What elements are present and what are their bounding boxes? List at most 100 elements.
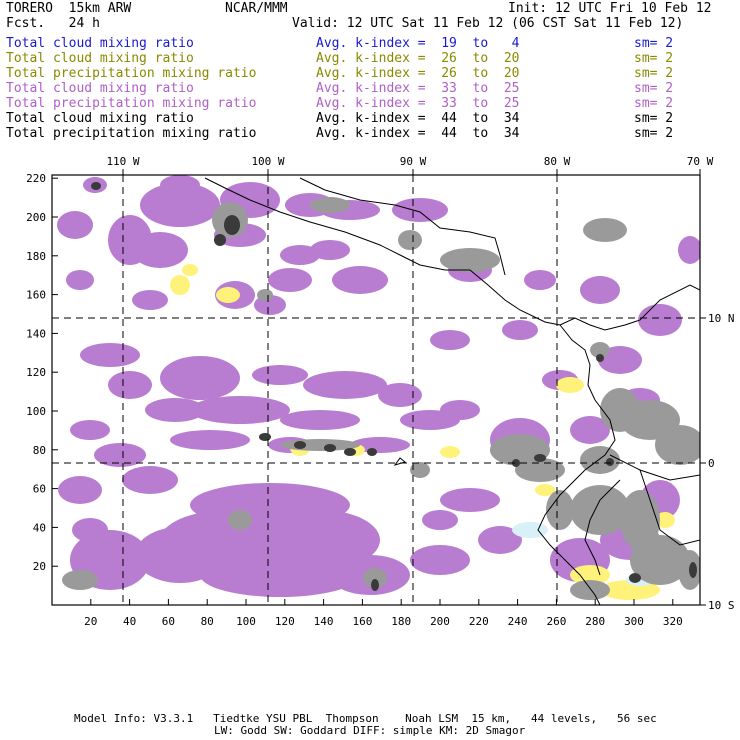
legend-kindex: Avg. k-index = 26 to 20 bbox=[316, 51, 520, 66]
coastline bbox=[584, 479, 621, 576]
axis-ticks bbox=[52, 169, 706, 606]
x-tick-label: 240 bbox=[508, 615, 528, 628]
valid-time: Valid: 12 UTC Sat 11 Feb 12 (06 CST Sat … bbox=[292, 16, 684, 31]
y-tick-label: 20 bbox=[33, 560, 46, 573]
cloud-region-purple bbox=[200, 553, 360, 597]
y-tick-label: 40 bbox=[33, 521, 46, 534]
legend-smoothing: sm= 2 bbox=[634, 126, 674, 141]
y-tick-label: 220 bbox=[26, 172, 46, 185]
legend-smoothing: sm= 2 bbox=[634, 81, 674, 96]
legend-kindex: Avg. k-index = 26 to 20 bbox=[316, 66, 520, 81]
cloud-region-gray bbox=[257, 289, 273, 301]
x-tick-label: 20 bbox=[84, 615, 97, 628]
cloud-region-gray bbox=[570, 580, 610, 600]
axis-labels: 20 40 60 80 100 120 140 160 180 200 220 240 260 280 30… bbox=[26, 155, 734, 628]
model-info-line2: LW: Godd SW: Goddard DIFF: simple KM: 2D… bbox=[214, 724, 526, 737]
cloud-region-purple bbox=[160, 356, 240, 400]
cloud-region-purple bbox=[502, 320, 538, 340]
cloud-core-dark bbox=[689, 562, 697, 578]
legend-field: Total cloud mixing ratio bbox=[6, 111, 194, 126]
cloud-region-yellow bbox=[440, 446, 460, 458]
cloud-region-purple bbox=[132, 232, 188, 268]
coastline bbox=[559, 284, 700, 331]
model-title: TORERO 15km ARW bbox=[6, 1, 132, 16]
cloud-region-purple bbox=[72, 518, 108, 542]
x-tick-label: 220 bbox=[469, 615, 489, 628]
cloud-region-gray bbox=[546, 490, 574, 530]
coastline bbox=[609, 454, 700, 481]
x-tick-label: 120 bbox=[275, 615, 295, 628]
longitude-label: 100 W bbox=[251, 155, 284, 168]
cloud-region-purple bbox=[570, 416, 610, 444]
x-tick-label: 260 bbox=[546, 615, 566, 628]
cloud-region-purple bbox=[57, 211, 93, 239]
cloud-region-purple bbox=[58, 476, 102, 504]
coastline bbox=[204, 177, 561, 326]
y-tick-label: 100 bbox=[26, 405, 46, 418]
cloud-core-dark bbox=[324, 444, 336, 452]
cloud-region-purple bbox=[145, 398, 205, 422]
longitude-label: 80 W bbox=[544, 155, 571, 168]
cloud-region-purple bbox=[122, 466, 178, 494]
cloud-core-dark bbox=[344, 448, 356, 456]
x-tick-label: 80 bbox=[201, 615, 214, 628]
cloud-region-purple bbox=[252, 365, 308, 385]
y-tick-label: 80 bbox=[33, 444, 46, 457]
legend-field: Total cloud mixing ratio bbox=[6, 36, 194, 51]
cloud-region-purple bbox=[422, 510, 458, 530]
cloud-core-dark bbox=[214, 234, 226, 246]
x-tick-label: 100 bbox=[236, 615, 256, 628]
cloud-region-gray bbox=[228, 510, 252, 530]
cloud-region-purple bbox=[303, 371, 387, 399]
legend-smoothing: sm= 2 bbox=[634, 111, 674, 126]
cloud-region-purple bbox=[378, 383, 422, 407]
cloud-core-dark bbox=[91, 182, 101, 190]
cloud-region-purple bbox=[678, 236, 700, 264]
cloud-core-dark bbox=[606, 458, 614, 466]
legend-field: Total cloud mixing ratio bbox=[6, 81, 194, 96]
cloud-region-yellow bbox=[170, 275, 190, 295]
coastline bbox=[299, 177, 506, 276]
cloud-region-purple bbox=[478, 526, 522, 554]
cloud-region-purple bbox=[410, 545, 470, 575]
y-tick-label: 200 bbox=[26, 211, 46, 224]
cloud-region-purple bbox=[190, 396, 290, 424]
cloud-region-purple bbox=[140, 183, 220, 227]
cloud-region-purple bbox=[310, 240, 350, 260]
longitude-label: 110 W bbox=[106, 155, 139, 168]
cloud-region-gray bbox=[655, 425, 700, 465]
latitude-label: 10 S bbox=[708, 599, 735, 612]
cloud-region-purple bbox=[440, 488, 500, 512]
legend-field: Total precipitation mixing ratio bbox=[6, 96, 257, 111]
coastline bbox=[393, 457, 407, 466]
cloud-region-gray bbox=[515, 458, 565, 482]
cloud-region-purple bbox=[132, 290, 168, 310]
init-time: Init: 12 UTC Fri 10 Feb 12 bbox=[508, 1, 712, 16]
cloud-region-gray bbox=[580, 446, 620, 474]
cloud-core-dark bbox=[367, 448, 377, 456]
cloud-region-gray bbox=[363, 568, 387, 588]
legend-smoothing: sm= 2 bbox=[634, 66, 674, 81]
cloud-region-purple bbox=[524, 270, 556, 290]
cloud-region-gray bbox=[410, 462, 430, 478]
cloud-region-purple bbox=[135, 527, 225, 583]
cloud-region-gray bbox=[62, 570, 98, 590]
cloud-region-purple bbox=[80, 343, 140, 367]
model-info-line1: Model Info: V3.3.1 Tiedtke YSU PBL Thomp… bbox=[74, 712, 657, 725]
cloud-region-yellow bbox=[655, 512, 675, 528]
cloud-region-yellow bbox=[570, 565, 610, 585]
cloud-region-purple bbox=[580, 276, 620, 304]
cloud-region-purple bbox=[70, 420, 110, 440]
cloud-region-gray bbox=[310, 197, 350, 213]
cloud-core-dark bbox=[224, 215, 240, 235]
longitude-label: 90 W bbox=[400, 155, 427, 168]
x-tick-label: 60 bbox=[162, 615, 175, 628]
legend-smoothing: sm= 2 bbox=[634, 36, 674, 51]
center-name: NCAR/MMM bbox=[225, 1, 288, 16]
x-tick-label: 300 bbox=[624, 615, 644, 628]
cloud-region-gray bbox=[620, 490, 660, 550]
x-tick-label: 160 bbox=[352, 615, 372, 628]
cloud-region-gray bbox=[440, 248, 500, 272]
legend-field: Total cloud mixing ratio bbox=[6, 51, 194, 66]
cloud-region-gray bbox=[630, 535, 690, 585]
